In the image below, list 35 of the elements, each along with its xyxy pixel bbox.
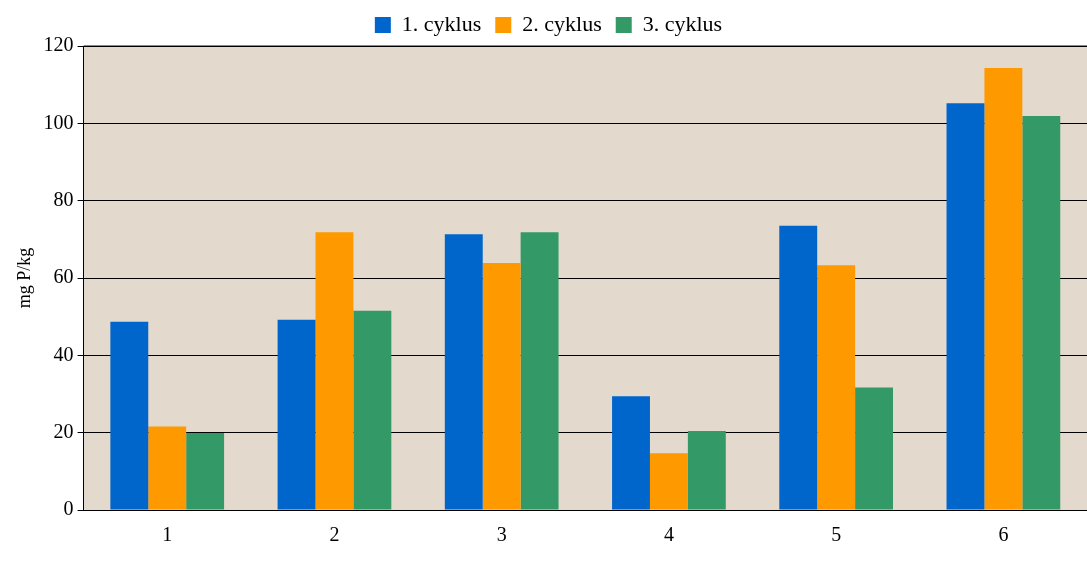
bar (946, 103, 985, 510)
legend-label: 3. cyklus (642, 10, 723, 36)
bar (444, 234, 483, 510)
bar (612, 396, 650, 510)
y-tick-label: 120 (43, 33, 74, 56)
bar (277, 319, 316, 510)
y-tick-label: 0 (63, 497, 74, 520)
y-axis-title: mg P/kg (13, 247, 34, 309)
y-tick-label: 60 (53, 265, 74, 288)
bar (649, 453, 688, 510)
y-tick-label: 80 (53, 187, 74, 210)
bar (779, 225, 818, 510)
y-tick-label: 100 (43, 110, 74, 133)
bar (148, 426, 187, 510)
x-tick-label: 6 (998, 523, 1009, 546)
bar (520, 232, 559, 510)
legend-label: 1. cyklus (401, 10, 482, 36)
bar (315, 232, 354, 510)
bar (817, 265, 856, 510)
bar (110, 321, 149, 510)
bar (1022, 115, 1061, 510)
y-tick-label: 40 (53, 342, 74, 365)
bar (482, 262, 521, 510)
bar (353, 310, 392, 510)
y-tick-label: 20 (53, 419, 74, 442)
bar (186, 433, 225, 510)
x-tick-label: 5 (831, 523, 842, 546)
bar (855, 387, 894, 510)
bar (687, 431, 726, 510)
x-tick-label: 1 (162, 523, 173, 546)
x-tick-label: 2 (329, 523, 340, 546)
x-tick-label: 4 (663, 523, 674, 546)
legend-label: 2. cyklus (522, 10, 602, 36)
bar (984, 68, 1023, 510)
x-tick-label: 3 (496, 523, 507, 546)
